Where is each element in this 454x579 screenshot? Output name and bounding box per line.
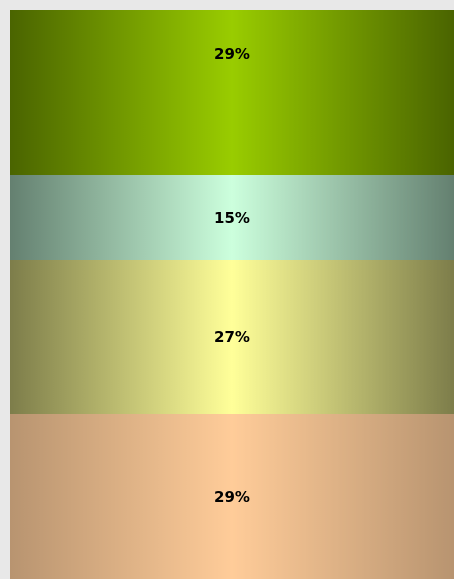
chart-band-1: 29% bbox=[10, 10, 454, 175]
chart-band-label-4: 29% bbox=[214, 488, 250, 506]
chart-band-label-3: 27% bbox=[214, 328, 250, 346]
chart-band-4: 29% bbox=[10, 414, 454, 579]
chart-band-label-1: 29% bbox=[214, 45, 250, 63]
chart-band-label-2: 15% bbox=[214, 209, 250, 227]
chart-band-3: 27% bbox=[10, 260, 454, 414]
chart-band-2: 15% bbox=[10, 175, 454, 260]
stacked-bar-chart: 29% 15% 27% 29% bbox=[10, 10, 454, 579]
